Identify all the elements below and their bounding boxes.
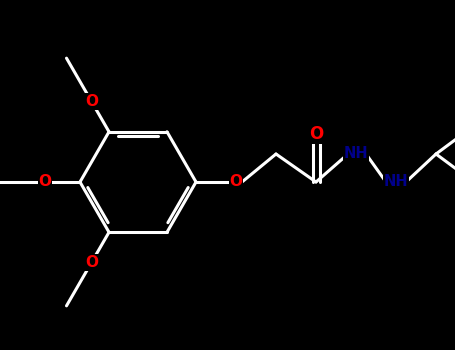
Text: O: O <box>39 175 51 189</box>
Text: NH: NH <box>384 175 408 189</box>
Text: O: O <box>229 175 243 189</box>
Text: NH: NH <box>344 147 368 161</box>
Text: O: O <box>309 125 323 143</box>
Text: O: O <box>85 255 98 270</box>
Text: O: O <box>85 94 98 109</box>
